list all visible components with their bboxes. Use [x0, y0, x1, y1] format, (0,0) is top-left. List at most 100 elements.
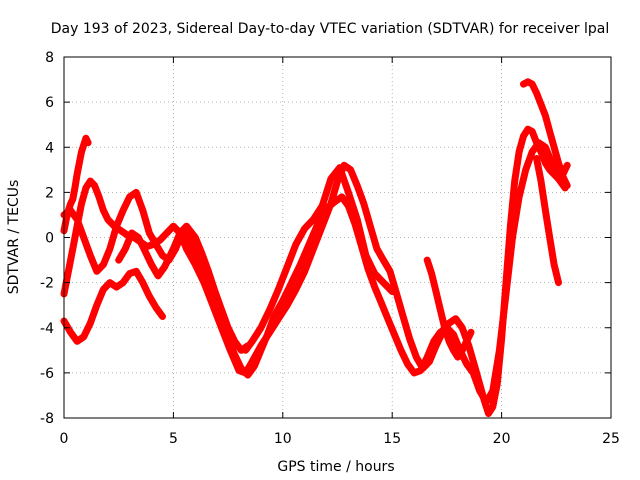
trace-1-point — [292, 286, 299, 293]
trace-1-point — [459, 324, 466, 331]
trace-1-point — [170, 223, 177, 230]
trace-1-point — [87, 178, 94, 185]
trace-7-point — [524, 78, 531, 85]
trace-2-point — [87, 252, 94, 259]
trace-2-point — [476, 387, 483, 394]
trace-9-point — [242, 347, 249, 354]
trace-1-point — [529, 128, 536, 135]
trace-3-point — [126, 270, 133, 277]
trace-2-point — [120, 207, 127, 214]
trace-1-point — [334, 178, 341, 185]
trace-4-point — [76, 160, 83, 167]
trace-5-point — [176, 229, 183, 236]
trace-8-point — [551, 261, 558, 268]
trace-1-point — [380, 257, 387, 264]
trace-2-point — [548, 160, 555, 167]
trace-8-point — [533, 155, 540, 162]
x-axis-label: GPS time / hours — [277, 459, 394, 475]
x-tick-label: 20 — [493, 431, 511, 447]
trace-1-point — [564, 162, 571, 169]
trace-2-point — [338, 193, 345, 200]
trace-1-point — [485, 410, 492, 417]
trace-8-point — [555, 279, 562, 286]
trace-2-point — [257, 347, 264, 354]
trace-2-point — [306, 241, 313, 248]
trace-2-point — [535, 139, 542, 146]
trace-1-point — [452, 315, 459, 322]
trace-2-point — [192, 252, 199, 259]
trace-5-point — [192, 234, 199, 241]
trace-1-point — [400, 313, 407, 320]
x-tick-label: 15 — [383, 431, 401, 447]
trace-2-point — [463, 360, 470, 367]
trace-4-point — [71, 184, 78, 191]
trace-3-point — [146, 293, 153, 300]
y-tick-label: 4 — [45, 140, 54, 156]
trace-2-point — [522, 166, 529, 173]
y-tick-label: -2 — [40, 276, 54, 292]
trace-3-point — [93, 302, 100, 309]
trace-2-point — [489, 387, 496, 394]
trace-3-point — [152, 304, 159, 311]
trace-1-point — [360, 200, 367, 207]
trace-1-point — [537, 148, 544, 155]
trace-1-point — [542, 160, 549, 167]
trace-1-point — [511, 178, 518, 185]
trace-2-point — [139, 207, 146, 214]
trace-7-point — [533, 90, 540, 97]
trace-1-point — [520, 132, 527, 139]
trace-2-point — [146, 229, 153, 236]
trace-2-point — [251, 363, 258, 370]
trace-8-point — [546, 234, 553, 241]
trace-1-point — [284, 302, 291, 309]
trace-6-point — [459, 347, 466, 354]
trace-1-point — [65, 268, 72, 275]
x-tick-label: 10 — [274, 431, 292, 447]
trace-5-point — [170, 245, 177, 252]
trace-9-point — [345, 189, 352, 196]
trace-4-point — [65, 207, 72, 214]
trace-1-point — [117, 227, 124, 234]
trace-1-point — [387, 268, 394, 275]
trace-2-point — [198, 268, 205, 275]
trace-9-point — [336, 164, 343, 171]
y-tick-label: -6 — [40, 366, 54, 382]
trace-1-point — [104, 216, 111, 223]
trace-9-point — [362, 252, 369, 259]
trace-2-point — [378, 299, 385, 306]
trace-1-point — [310, 245, 317, 252]
trace-4-point — [69, 196, 76, 203]
trace-5-point — [183, 223, 190, 230]
trace-4-point — [80, 141, 87, 148]
trace-3-point — [74, 338, 81, 345]
trace-9-point — [371, 270, 378, 277]
trace-8-point — [537, 178, 544, 185]
trace-7-point — [551, 144, 558, 151]
chart-title: Day 193 of 2023, Sidereal Day-to-day VTE… — [51, 21, 609, 37]
trace-2-point — [332, 198, 339, 205]
y-tick-label: 2 — [45, 185, 54, 201]
trace-2-point — [450, 331, 457, 338]
trace-7-point — [520, 81, 527, 88]
trace-1-point — [100, 207, 107, 214]
trace-2-point — [74, 216, 81, 223]
trace-2-point — [159, 252, 166, 259]
trace-4-point — [85, 139, 92, 146]
trace-5-point — [122, 245, 129, 252]
trace-2-point — [152, 241, 159, 248]
trace-5-line — [115, 222, 252, 354]
trace-5-point — [161, 263, 168, 270]
trace-9-point — [389, 288, 396, 295]
trace-8-line — [533, 155, 562, 287]
trace-9-point — [292, 241, 299, 248]
trace-1-point — [157, 236, 164, 243]
trace-9-point — [354, 216, 361, 223]
trace-1-point — [78, 200, 85, 207]
trace-5-point — [128, 229, 135, 236]
trace-7-point — [546, 128, 553, 135]
trace-3-point — [67, 329, 74, 336]
trace-4-point — [78, 148, 85, 155]
trace-2-point — [424, 354, 431, 361]
trace-5-point — [231, 338, 238, 345]
trace-9-point — [380, 279, 387, 286]
